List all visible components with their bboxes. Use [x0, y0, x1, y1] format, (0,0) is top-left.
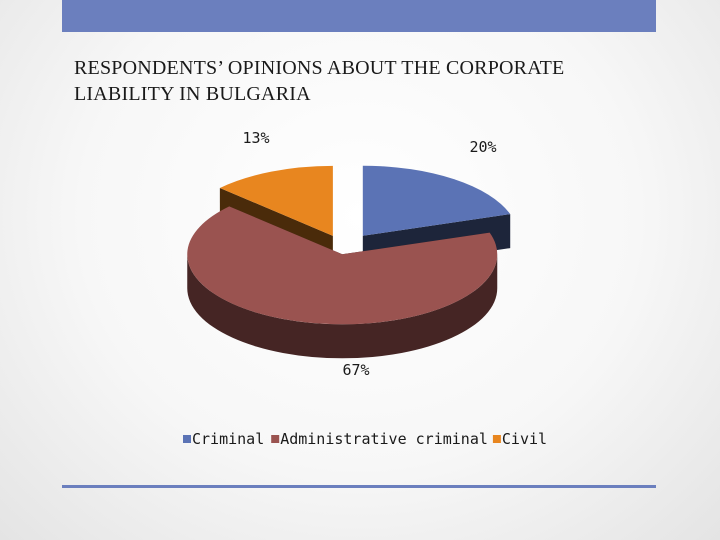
pie-slice-administrative-criminal [187, 206, 498, 325]
data-label-criminal: 20% [469, 138, 496, 156]
legend-label-2: Administrative criminal [280, 430, 488, 448]
slide-title-line-2: LIABILITY IN BULGARIA [74, 83, 311, 105]
legend-swatch-1 [183, 435, 191, 443]
slide-title: RESPONDENTS’ OPINIONS ABOUT THE CORPORAT… [74, 55, 674, 107]
data-label-administrative-criminal: 67% [342, 361, 369, 379]
chart-legend: Criminal Administrative criminal Civil [183, 430, 547, 448]
bottom-accent-line [62, 485, 656, 488]
pie-slice-criminal [362, 165, 511, 236]
top-accent-bar [62, 0, 656, 32]
legend-swatch-2 [271, 435, 280, 443]
slide-title-line-1: RESPONDENTS’ OPINIONS ABOUT THE CORPORAT… [74, 57, 565, 79]
legend-swatch-3 [492, 435, 501, 443]
pie-tops [187, 165, 511, 325]
pie-slice-civil [219, 165, 333, 236]
pie-slice-side-2 [187, 254, 498, 359]
data-label-civil: 13% [242, 129, 269, 147]
legend-label-1: Criminal [192, 430, 264, 448]
legend-label-3: Civil [502, 430, 547, 448]
